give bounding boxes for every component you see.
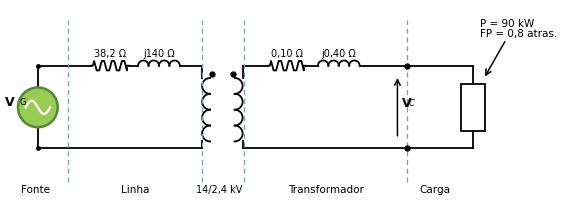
- Text: Transformador: Transformador: [288, 184, 363, 194]
- Text: j140 Ω: j140 Ω: [143, 49, 175, 59]
- Text: Linha: Linha: [121, 184, 149, 194]
- Circle shape: [18, 88, 58, 128]
- Bar: [461, 84, 486, 131]
- Text: P = 90 kW: P = 90 kW: [480, 19, 534, 29]
- Text: 14/2,4 kV: 14/2,4 kV: [196, 184, 243, 194]
- Text: Carga: Carga: [420, 184, 451, 194]
- Text: 0,10 Ω: 0,10 Ω: [271, 49, 303, 59]
- Text: 38,2 Ω: 38,2 Ω: [94, 49, 126, 59]
- Text: j0,40 Ω: j0,40 Ω: [321, 49, 356, 59]
- Text: $\mathbf{V}$: $\mathbf{V}$: [401, 96, 413, 109]
- Text: C: C: [409, 98, 415, 107]
- Text: FP = 0,8 atras.: FP = 0,8 atras.: [480, 29, 557, 39]
- Text: Fonte: Fonte: [22, 184, 50, 194]
- Text: $\mathbf{V}$: $\mathbf{V}$: [5, 96, 16, 109]
- Text: G: G: [20, 98, 27, 107]
